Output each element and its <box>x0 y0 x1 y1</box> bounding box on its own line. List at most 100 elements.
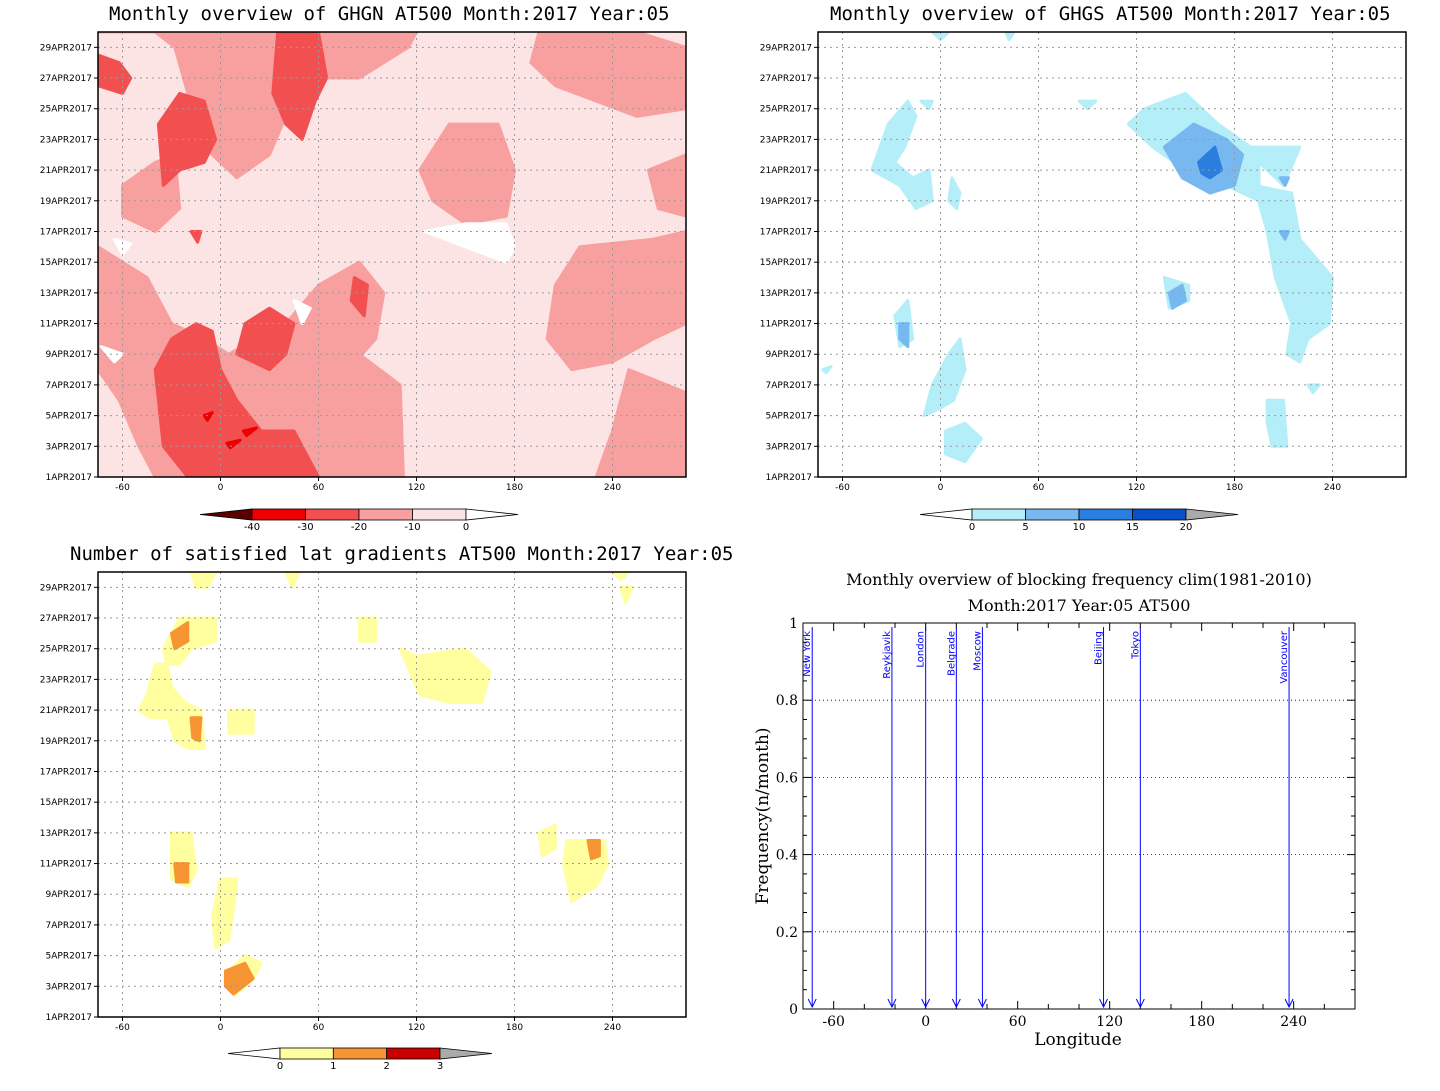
y-tick-label: 1APR2017 <box>46 473 92 483</box>
y-tick-label: 19APR2017 <box>40 737 92 747</box>
y-tick-label: 1 <box>789 616 798 632</box>
colorbar-box <box>1132 508 1187 521</box>
contour-region <box>922 337 967 418</box>
y-tick-label: 3APR2017 <box>46 442 92 452</box>
contour-region <box>586 839 601 861</box>
colorbar-label: -10 <box>404 522 420 533</box>
y-tick-label: 5APR2017 <box>46 952 92 962</box>
city-marker: Belgrade <box>946 627 961 1009</box>
x-tick-label: 240 <box>604 483 621 493</box>
y-tick-label: 0.8 <box>776 693 798 709</box>
colorbar-box <box>332 1047 388 1060</box>
city-label: New York <box>802 631 813 677</box>
city-arrow-head <box>921 998 931 1009</box>
city-marker: Moscow <box>972 627 987 1009</box>
plot-frame <box>97 31 687 478</box>
plot-frame <box>97 571 687 1018</box>
city-arrow-head <box>1135 998 1145 1009</box>
city-arrow-head <box>977 998 987 1009</box>
chart-title-blocking: Monthly overview of blocking frequency c… <box>846 570 1312 589</box>
contour-region <box>398 647 492 704</box>
y-tick-label: 9APR2017 <box>46 350 92 360</box>
y-tick-label: 0 <box>789 1002 798 1018</box>
contour-region <box>1004 32 1016 42</box>
chart-subtitle-blocking: Month:2017 Year:05 AT500 <box>968 596 1191 615</box>
city-marker: Beijing <box>1094 627 1108 1009</box>
y-tick-label: 0.6 <box>776 770 798 786</box>
colorbar-high-triangle <box>465 508 519 521</box>
y-tick-label: 9APR2017 <box>46 890 92 900</box>
colorbar-label: 5 <box>1022 522 1028 533</box>
x-tick-label: 180 <box>1188 1014 1215 1030</box>
x-tick-label: 240 <box>1280 1014 1307 1030</box>
city-label: Moscow <box>972 631 983 671</box>
plot-frame <box>817 31 1407 478</box>
colorbar-box <box>1025 508 1080 521</box>
contour-region <box>1265 398 1289 448</box>
x-tick-label: 180 <box>506 483 523 493</box>
y-tick-label: 7APR2017 <box>46 381 92 391</box>
x-tick-label: 60 <box>313 483 325 493</box>
colorbar-label: 20 <box>1180 522 1193 533</box>
chart-title-ghgs: Monthly overview of GHGS AT500 Month:201… <box>830 3 1391 25</box>
y-tick-label: 11APR2017 <box>40 860 92 870</box>
y-tick-label: 23APR2017 <box>40 675 92 685</box>
colorbar-low-triangle <box>199 508 253 521</box>
colorbar-box <box>412 508 467 521</box>
y-tick-label: 25APR2017 <box>760 105 812 115</box>
x-tick-label: 120 <box>408 483 425 493</box>
x-tick-label: 60 <box>1009 1014 1027 1030</box>
contour-region <box>349 276 369 318</box>
contour-region <box>611 572 631 582</box>
y-tick-label: 23APR2017 <box>760 135 812 145</box>
colorbar-label: -30 <box>297 522 313 533</box>
colorbar-label: 0 <box>277 1061 283 1072</box>
colorbar-label: 2 <box>383 1061 389 1072</box>
x-tick-label: 240 <box>1324 483 1341 493</box>
contour-region <box>821 365 833 375</box>
y-tick-label: 17APR2017 <box>40 227 92 237</box>
contour-region <box>529 32 686 118</box>
city-label: Reykjavik <box>882 631 893 679</box>
contour-region <box>284 572 301 589</box>
contour-region <box>98 53 133 95</box>
colorbar-box <box>1078 508 1133 521</box>
contour-region <box>870 99 934 210</box>
colorbar-high-triangle <box>439 1047 493 1060</box>
x-tick-label: 60 <box>1033 483 1045 493</box>
contour-region <box>98 32 418 180</box>
contour-fills <box>137 572 634 996</box>
city-label: Beijing <box>1094 631 1105 665</box>
colorbar-box <box>358 508 413 521</box>
y-tick-label: 29APR2017 <box>40 43 92 53</box>
y-tick-label: 0.2 <box>776 925 798 941</box>
y-tick-label: 9APR2017 <box>766 350 812 360</box>
y-tick-label: 23APR2017 <box>40 135 92 145</box>
x-tick-label: -60 <box>115 1023 130 1033</box>
y-tick-label: 15APR2017 <box>40 798 92 808</box>
y-tick-label: 3APR2017 <box>46 982 92 992</box>
y-tick-label: 27APR2017 <box>760 74 812 84</box>
colorbar-high-triangle <box>1185 508 1239 521</box>
contour-region <box>210 877 239 950</box>
y-tick-label: 1APR2017 <box>766 473 812 483</box>
colorbar-low-triangle <box>919 508 973 521</box>
x-tick-label: 180 <box>506 1023 523 1033</box>
x-tick-label: 0 <box>218 483 224 493</box>
x-tick-label: 60 <box>313 1023 325 1033</box>
chart-title-ghgn: Monthly overview of GHGN AT500 Month:201… <box>109 3 670 25</box>
x-tick-label: 0 <box>921 1014 930 1030</box>
contour-region <box>241 426 258 438</box>
city-label: London <box>916 631 927 668</box>
gradients-heatmap: 1APR2017 3APR2017 5APR2017 7APR2017 9APR2017… <box>40 571 687 1072</box>
colorbar-box <box>279 1047 334 1060</box>
contour-region <box>594 368 686 477</box>
contour-region <box>357 616 378 643</box>
x-tick-label: 240 <box>604 1023 621 1033</box>
contour-region <box>1306 383 1321 395</box>
x-tick-label: 0 <box>218 1023 224 1033</box>
x-tick-label: -60 <box>822 1014 845 1030</box>
city-marker: New York <box>802 627 817 1009</box>
contour-region <box>227 708 255 735</box>
y-tick-label: 7APR2017 <box>46 921 92 931</box>
